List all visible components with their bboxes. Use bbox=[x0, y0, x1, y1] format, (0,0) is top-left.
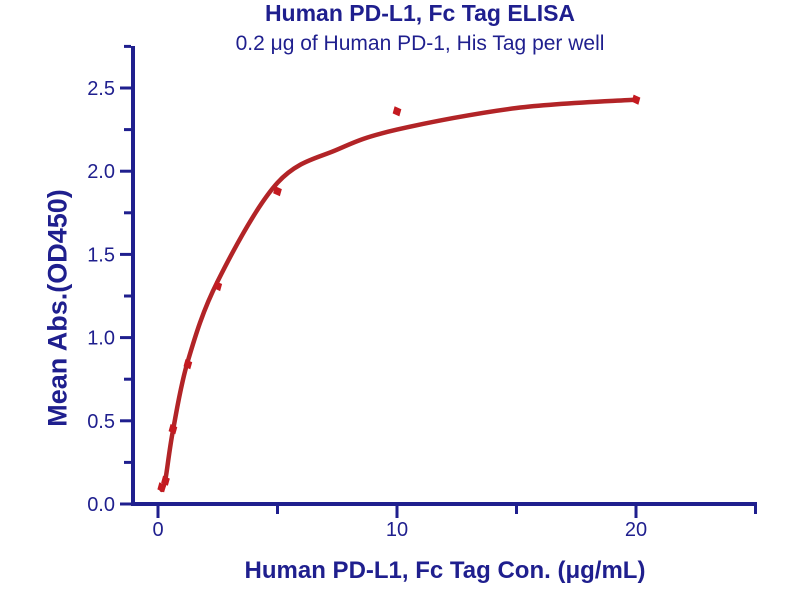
chart-title: Human PD-L1, Fc Tag ELISA bbox=[264, 0, 576, 26]
data-point-diamond bbox=[273, 186, 282, 197]
data-point-diamond bbox=[161, 475, 170, 486]
axes bbox=[131, 46, 757, 506]
data-point-diamond bbox=[213, 280, 223, 292]
data-point-diamond bbox=[392, 106, 402, 117]
y-tick-label: 1.5 bbox=[87, 244, 115, 266]
data-point-diamond bbox=[157, 482, 167, 493]
data-points bbox=[157, 94, 641, 493]
y-tick-label: 0.0 bbox=[87, 494, 115, 516]
axis-tick-labels: 0 10 20 0.0 0.5 1.0 1.5 2.0 2.5 bbox=[87, 78, 647, 541]
y-tick-label: 2.0 bbox=[87, 161, 115, 183]
x-axis-label: Human PD-L1, Fc Tag Con. (μg/mL) bbox=[244, 557, 646, 584]
axis-ticks bbox=[120, 44, 757, 518]
data-point-diamond bbox=[631, 94, 641, 105]
x-tick-label: 20 bbox=[625, 519, 647, 541]
fit-curve-line bbox=[159, 97, 639, 493]
chart-subtitle: 0.2 μg of Human PD-1, His Tag per well bbox=[235, 32, 605, 55]
data-point-diamond bbox=[183, 359, 193, 370]
x-tick-label: 10 bbox=[386, 519, 408, 541]
x-tick-label: 0 bbox=[152, 519, 163, 541]
data-point-diamond bbox=[168, 424, 178, 435]
y-tick-label: 0.5 bbox=[87, 411, 115, 433]
y-tick-label: 2.5 bbox=[87, 78, 115, 100]
y-tick-label: 1.0 bbox=[87, 328, 115, 350]
